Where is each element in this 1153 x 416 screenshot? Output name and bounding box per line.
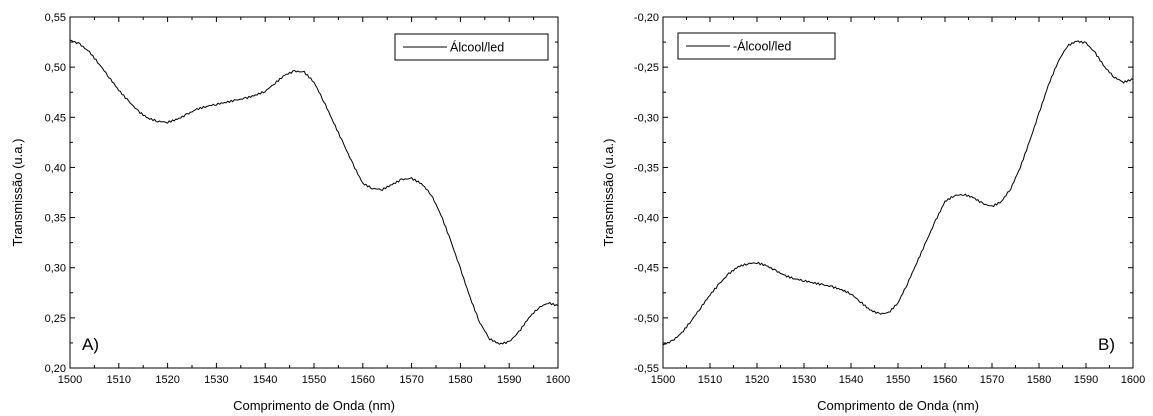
x-tick-label: 1600 <box>546 374 570 386</box>
y-tick-label: 0,40 <box>45 162 66 174</box>
plot-frame <box>69 16 559 369</box>
y-tick-label: 0,20 <box>45 363 66 375</box>
y-tick-label: -0,55 <box>634 363 659 375</box>
x-tick-label: 1520 <box>155 374 179 386</box>
x-tick-label: 1560 <box>933 374 957 386</box>
y-axis-title: Transmissão (u.a.) <box>601 139 616 247</box>
x-tick-label: 1570 <box>980 374 1004 386</box>
y-tick-label: 0,55 <box>45 12 66 24</box>
series-line <box>662 40 1134 346</box>
x-tick-label: 1540 <box>839 374 863 386</box>
legend-label: -Álcool/led <box>733 39 791 54</box>
y-tick-label: -0,45 <box>634 263 659 275</box>
x-tick-label: 1540 <box>253 374 277 386</box>
y-tick-label: 0,25 <box>45 313 66 325</box>
x-tick-label: 1600 <box>1121 374 1145 386</box>
panel-label: B) <box>1098 335 1115 354</box>
y-tick-label: -0,50 <box>634 313 659 325</box>
x-tick-label: 1500 <box>58 374 82 386</box>
panel-label: A) <box>82 335 99 354</box>
x-tick-label: 1580 <box>1027 374 1051 386</box>
y-tick-label: 0,45 <box>45 112 66 124</box>
y-tick-label: -0,40 <box>634 213 659 225</box>
x-axis-title: Comprimento de Onda (nm) <box>817 398 979 413</box>
x-tick-label: 1550 <box>302 374 326 386</box>
x-tick-label: 1580 <box>448 374 472 386</box>
chart-panel-1: 1500 1510 1520 1530 1540 1550 1560 1570 1580 1590… <box>10 12 570 413</box>
x-tick-label: 1520 <box>745 374 769 386</box>
y-tick-label: 0,50 <box>45 62 66 74</box>
y-tick-label: -0,30 <box>634 112 659 124</box>
y-tick-label: -0,25 <box>634 62 659 74</box>
x-tick-label: 1510 <box>698 374 722 386</box>
legend: Álcool/led <box>394 33 549 61</box>
y-axis-title: Transmissão (u.a.) <box>10 139 25 247</box>
plot-frame <box>662 16 1134 369</box>
x-tick-label: 1530 <box>204 374 228 386</box>
x-tick-label: 1550 <box>886 374 910 386</box>
x-tick-label: 1560 <box>351 374 375 386</box>
x-tick-label: 1500 <box>651 374 675 386</box>
x-tick-label: 1530 <box>792 374 816 386</box>
x-tick-label: 1590 <box>497 374 521 386</box>
x-tick-label: 1510 <box>107 374 131 386</box>
y-tick-label: 0,35 <box>45 213 66 225</box>
legend: -Álcool/led <box>677 32 836 60</box>
legend-label: Álcool/led <box>450 40 504 55</box>
chart-panel-2: 1500 1510 1520 1530 1540 1550 1560 1570 1580 1590… <box>601 12 1145 413</box>
series-line <box>69 39 559 345</box>
y-tick-label: -0,20 <box>634 12 659 24</box>
x-tick-label: 1590 <box>1074 374 1098 386</box>
y-tick-label: -0,35 <box>634 162 659 174</box>
y-tick-label: 0,30 <box>45 263 66 275</box>
x-tick-label: 1570 <box>399 374 423 386</box>
x-axis-title: Comprimento de Onda (nm) <box>233 398 395 413</box>
